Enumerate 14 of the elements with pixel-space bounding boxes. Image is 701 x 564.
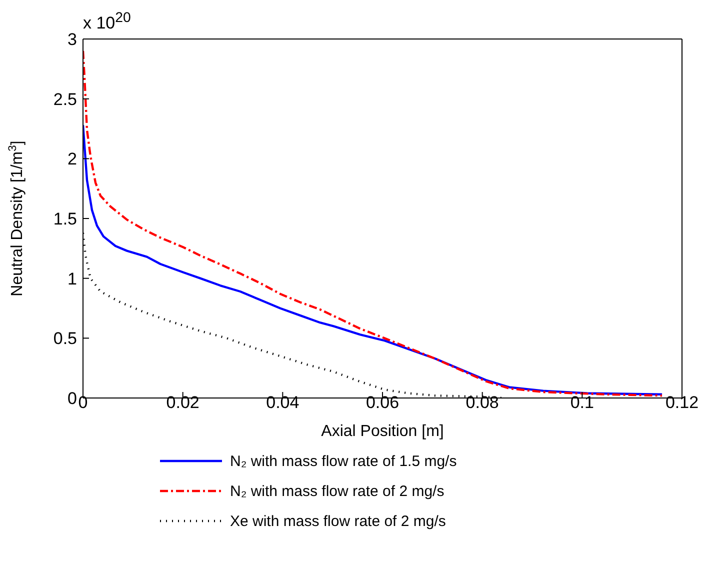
y-tick-label: 1.5	[53, 210, 77, 229]
legend-label: N₂ with mass flow rate of 2 mg/s	[230, 482, 444, 500]
x-tick-label: 0.12	[665, 393, 699, 412]
y-tick-label: 0.5	[53, 329, 77, 348]
legend-label: N₂ with mass flow rate of 1.5 mg/s	[230, 452, 457, 470]
y-tick-label: 3	[68, 30, 77, 50]
y-tick-label: 1	[68, 269, 77, 288]
y-tick-label: 2	[68, 150, 77, 169]
text: x 10$^{20}$	[83, 10, 131, 34]
y-tick-label: 2.5	[53, 90, 77, 109]
line-series	[83, 124, 664, 396]
line-series	[83, 50, 664, 397]
legend-label: Xe with mass flow rate of 2 mg/s	[230, 512, 446, 530]
x-axis-title: Axial Position [m]	[321, 423, 444, 440]
